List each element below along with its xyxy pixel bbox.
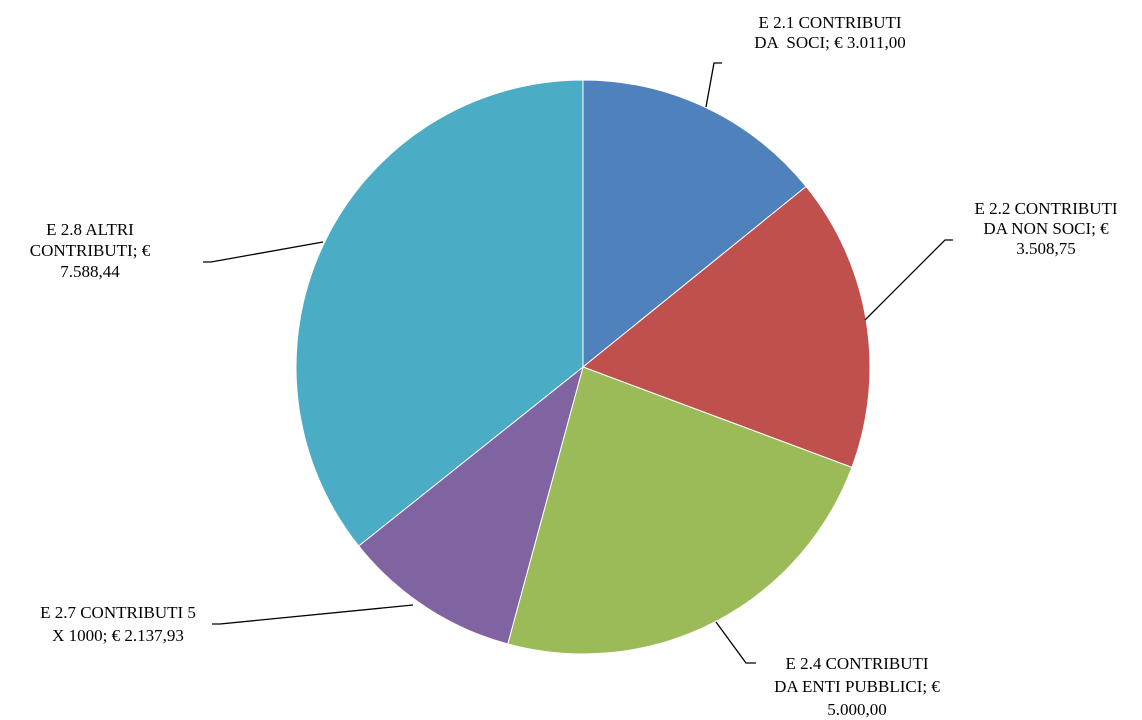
leader-line-4 xyxy=(212,604,414,625)
slice-label-line: E 2.7 CONTRIBUTI 5 xyxy=(40,603,196,622)
slice-label-line: E 2.4 CONTRIBUTI xyxy=(785,654,928,673)
pie-slice-2 xyxy=(582,185,871,469)
labels-layer: E 2.1 CONTRIBUTI DA SOCI; € 3.011,00 E 2.2… xyxy=(30,13,1118,719)
slice-label-line: CONTRIBUTI; € xyxy=(30,241,151,260)
slice-label-line: X 1000; € 2.137,93 xyxy=(52,626,184,645)
slice-label-4: E 2.7 CONTRIBUTI 5 X 1000; € 2.137,93 xyxy=(40,603,196,645)
pie-slice-5 xyxy=(295,79,584,547)
leader-lines-layer xyxy=(203,62,953,664)
pie-slice-3 xyxy=(507,366,853,655)
leader-line-3 xyxy=(715,621,756,664)
slice-label-2: E 2.2 CONTRIBUTI DA NON SOCI; €3.508,75 xyxy=(974,199,1117,258)
pie-slice-4 xyxy=(357,365,584,645)
slice-label-line: DA SOCI; € 3.011,00 xyxy=(754,33,905,52)
slice-label-1: E 2.1 CONTRIBUTI DA SOCI; € 3.011,00 xyxy=(754,13,905,52)
slice-label-line: DA ENTI PUBBLICI; € xyxy=(774,677,940,696)
leader-line-2 xyxy=(864,239,953,321)
slice-label-3: E 2.4 CONTRIBUTI DA ENTI PUBBLICI; € 5.000… xyxy=(774,654,940,719)
slice-label-line: 3.508,75 xyxy=(1016,239,1076,258)
slice-label-line: 7.588,44 xyxy=(60,262,120,281)
slice-label-line: E 2.8 ALTRI xyxy=(46,220,134,239)
leader-line-1 xyxy=(705,62,722,108)
slice-label-5: E 2.8 ALTRI CONTRIBUTI; € 7.588,44 xyxy=(30,220,151,281)
leader-line-5 xyxy=(203,241,324,263)
slices-layer xyxy=(295,79,871,655)
slice-label-line: E 2.1 CONTRIBUTI xyxy=(758,13,901,32)
slice-label-line: 5.000,00 xyxy=(827,700,887,719)
slice-label-line: E 2.2 CONTRIBUTI xyxy=(974,199,1117,218)
slice-label-line: DA NON SOCI; € xyxy=(983,219,1109,238)
pie-slice-1 xyxy=(582,79,807,369)
